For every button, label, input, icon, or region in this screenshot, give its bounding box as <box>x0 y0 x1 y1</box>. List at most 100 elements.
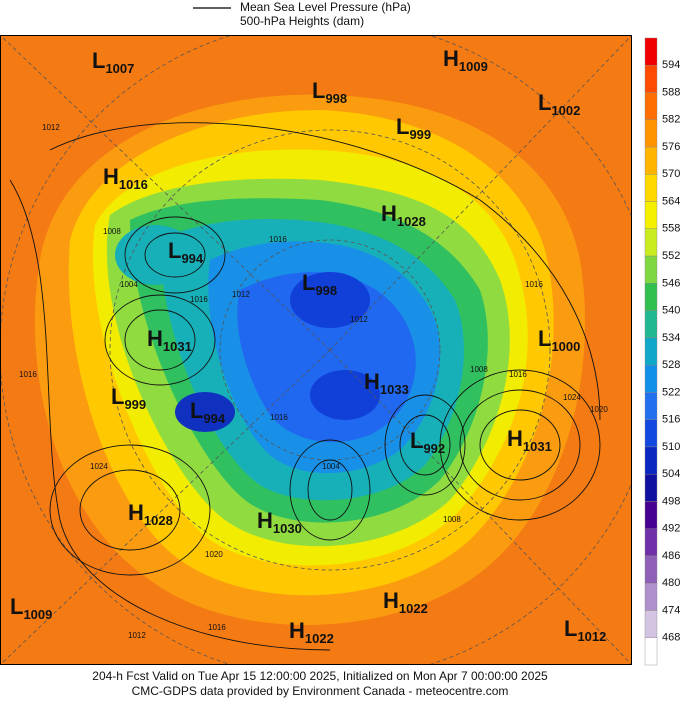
height-band <box>175 392 235 432</box>
center-type: L <box>564 616 577 641</box>
colorbar-swatch <box>644 528 658 557</box>
legend-label: Mean Sea Level Pressure (hPa) <box>240 0 411 14</box>
pressure-center: L994 <box>190 398 226 427</box>
contour-label: 1024 <box>563 393 581 402</box>
pressure-center: L1002 <box>538 90 580 119</box>
pressure-center: H1030 <box>257 508 302 537</box>
colorbar-label: 516 <box>662 414 680 426</box>
pressure-center: L1000 <box>538 326 580 355</box>
pressure-center: L994 <box>168 238 204 267</box>
center-type: L <box>312 78 325 103</box>
colorbar-label: 492 <box>662 523 680 535</box>
center-value: 1030 <box>273 521 302 536</box>
colorbar-swatch <box>644 446 658 475</box>
colorbar-swatch <box>644 228 658 257</box>
pressure-center: L1012 <box>564 616 606 645</box>
colorbar-label: 546 <box>662 277 680 289</box>
colorbar-label: 522 <box>662 386 680 398</box>
graticule <box>0 35 632 665</box>
center-value: 1012 <box>577 629 606 644</box>
contour-label: 1024 <box>90 462 108 471</box>
contour-label: 1008 <box>443 515 461 524</box>
contour-label: 1016 <box>190 295 208 304</box>
colorbar-label: 582 <box>662 114 680 126</box>
pressure-center: L998 <box>312 78 347 107</box>
center-value: 998 <box>315 283 337 298</box>
pressure-center: L999 <box>111 384 146 413</box>
center-value: 998 <box>325 91 347 106</box>
pressure-center: H1009 <box>443 46 488 75</box>
colorbar-swatch <box>644 364 658 393</box>
colorbar-swatch <box>644 419 658 448</box>
height-band <box>310 370 380 420</box>
colorbar-label: 510 <box>662 441 680 453</box>
contour-label: 1012 <box>350 315 368 324</box>
center-value: 1033 <box>380 382 409 397</box>
center-type: H <box>257 508 273 533</box>
colorbar-label: 570 <box>662 168 680 180</box>
center-value: 1022 <box>399 601 428 616</box>
center-type: H <box>289 618 305 643</box>
center-value: 1002 <box>551 103 580 118</box>
center-type: L <box>410 428 423 453</box>
colorbar-label: 564 <box>662 195 680 207</box>
center-value: 1016 <box>119 177 148 192</box>
center-value: 1000 <box>551 339 580 354</box>
pressure-center: L992 <box>410 428 445 457</box>
center-type: H <box>383 588 399 613</box>
center-type: L <box>10 594 23 619</box>
center-type: H <box>381 201 397 226</box>
colorbar-swatch <box>644 555 658 584</box>
center-type: L <box>396 114 409 139</box>
contour-label: 1016 <box>208 623 226 632</box>
center-type: H <box>364 369 380 394</box>
height-band <box>290 272 370 328</box>
contour-label: 1016 <box>509 370 527 379</box>
colorbar-swatch <box>644 310 658 339</box>
contour-label: 1008 <box>470 365 488 374</box>
colorbar-label: 528 <box>662 359 680 371</box>
center-type: L <box>538 326 551 351</box>
contour-label: 1020 <box>205 550 223 559</box>
pressure-center: H1031 <box>147 326 192 355</box>
center-type: L <box>302 270 315 295</box>
center-type: H <box>103 164 119 189</box>
contour-label: 1016 <box>270 413 288 422</box>
colorbar-swatch <box>644 92 658 120</box>
colorbar-swatch <box>644 65 658 93</box>
pressure-center: L998 <box>302 270 337 299</box>
center-type: L <box>92 48 105 73</box>
center-value: 1031 <box>523 439 552 454</box>
center-type: L <box>538 90 551 115</box>
colorbar-swatch <box>644 473 658 502</box>
center-value: 994 <box>203 411 225 426</box>
colorbar-swatch <box>644 119 658 148</box>
center-type: L <box>168 238 181 263</box>
colorbar-label: 576 <box>662 141 680 153</box>
contour-label: 1020 <box>590 405 608 414</box>
center-value: 999 <box>409 127 431 142</box>
pressure-center: L999 <box>396 114 431 143</box>
contour-label: 1016 <box>525 280 543 289</box>
pressure-center: H1022 <box>383 588 428 617</box>
colorbar-swatch <box>644 501 658 529</box>
contour-label: 1004 <box>322 462 340 471</box>
center-value: 992 <box>423 441 445 456</box>
colorbar-swatch <box>644 337 658 366</box>
colorbar-label: 558 <box>662 223 680 235</box>
pressure-center: H1033 <box>364 369 409 398</box>
contour-label: 1012 <box>128 631 146 640</box>
colorbar-label: 534 <box>662 332 680 344</box>
colorbar-swatch <box>644 174 658 202</box>
center-type: H <box>443 46 459 71</box>
center-value: 999 <box>124 397 146 412</box>
colorbar-swatch <box>644 201 658 230</box>
colorbar-label: 540 <box>662 305 680 317</box>
colorbar-label: 486 <box>662 550 680 562</box>
center-type: L <box>111 384 124 409</box>
contour-label: 1004 <box>120 280 138 289</box>
center-value: 1009 <box>459 59 488 74</box>
isobars <box>9 122 601 651</box>
center-value: 1031 <box>163 339 192 354</box>
